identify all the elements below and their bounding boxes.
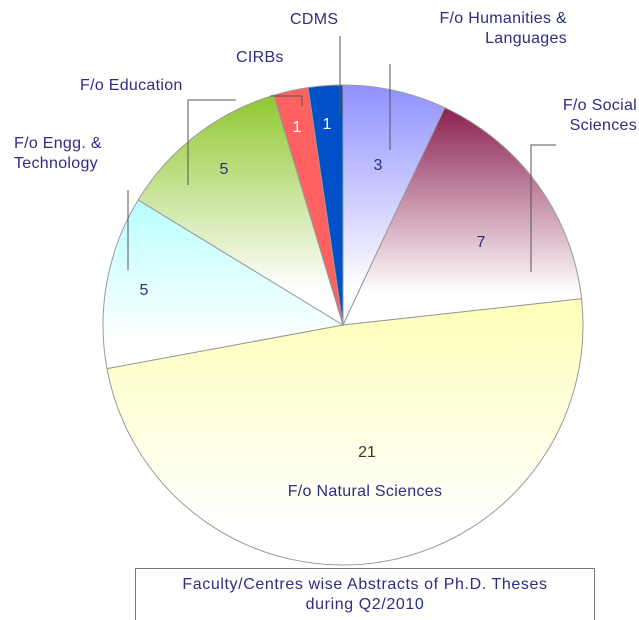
category-label: CDMS xyxy=(290,11,339,28)
title-box: Faculty/Centres wise Abstracts of Ph.D. … xyxy=(135,568,595,620)
category-label: F/o Humanities & Languages xyxy=(439,10,567,47)
data-label: 5 xyxy=(220,161,229,178)
category-label: F/o Social Sciences xyxy=(562,97,637,134)
category-label: F/o Natural Sciences xyxy=(287,483,443,500)
leader-lines xyxy=(127,36,556,272)
category-label: F/o Engg. & Technology xyxy=(14,135,102,172)
data-label: 3 xyxy=(374,157,383,174)
category-label: F/o Education xyxy=(80,77,183,94)
data-label: 5 xyxy=(140,282,149,299)
pie-slice xyxy=(102,199,345,370)
data-label: 7 xyxy=(477,234,486,251)
pie-slice xyxy=(307,84,344,326)
pie-slice xyxy=(137,94,344,327)
pie-slice xyxy=(106,298,584,566)
pie-slice xyxy=(342,84,446,326)
leader-line xyxy=(530,144,556,272)
chart-title: Faculty/Centres wise Abstracts of Ph.D. … xyxy=(182,576,548,613)
data-label: 1 xyxy=(323,116,332,133)
data-label: 21 xyxy=(358,444,376,461)
leader-line xyxy=(270,95,303,106)
category-label: CIRBs xyxy=(236,49,284,66)
pie-slice xyxy=(342,107,583,326)
data-label: 1 xyxy=(293,119,302,136)
leader-line xyxy=(187,99,236,185)
